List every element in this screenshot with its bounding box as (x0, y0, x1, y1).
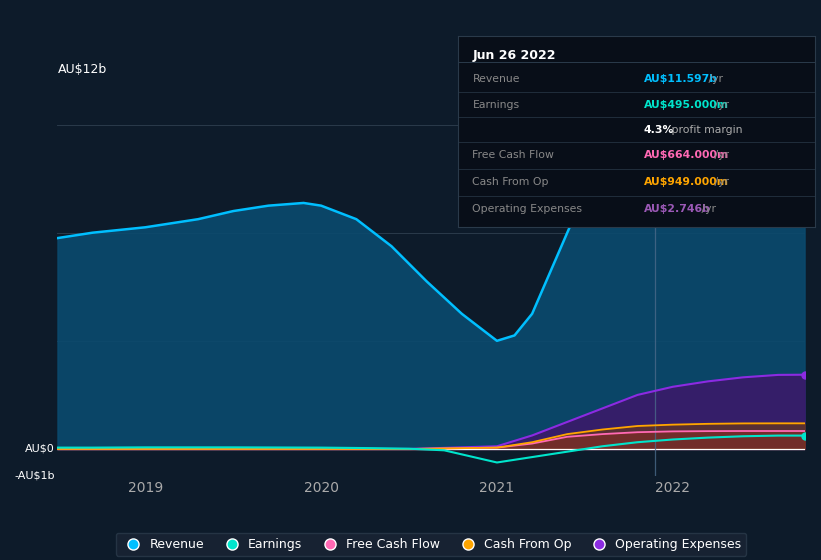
Text: 4.3%: 4.3% (644, 125, 674, 135)
Text: AU$949.000m: AU$949.000m (644, 177, 729, 187)
Text: AU$495.000m: AU$495.000m (644, 100, 729, 110)
Text: /yr: /yr (711, 100, 728, 110)
Text: -AU$1b: -AU$1b (14, 471, 54, 481)
Text: /yr: /yr (711, 151, 728, 160)
Text: /yr: /yr (711, 177, 728, 187)
Legend: Revenue, Earnings, Free Cash Flow, Cash From Op, Operating Expenses: Revenue, Earnings, Free Cash Flow, Cash … (116, 533, 746, 556)
Text: Jun 26 2022: Jun 26 2022 (472, 49, 556, 62)
Text: AU$2.746b: AU$2.746b (644, 204, 711, 214)
Text: AU$12b: AU$12b (57, 63, 107, 76)
Text: Revenue: Revenue (472, 74, 520, 84)
Text: /yr: /yr (699, 204, 717, 214)
Text: /yr: /yr (704, 74, 722, 84)
Text: AU$0: AU$0 (25, 444, 54, 454)
Text: AU$11.597b: AU$11.597b (644, 74, 718, 84)
Text: Operating Expenses: Operating Expenses (472, 204, 582, 214)
Text: Free Cash Flow: Free Cash Flow (472, 151, 554, 160)
Text: profit margin: profit margin (668, 125, 743, 135)
Text: Earnings: Earnings (472, 100, 520, 110)
Text: Cash From Op: Cash From Op (472, 177, 549, 187)
Text: AU$664.000m: AU$664.000m (644, 151, 729, 160)
